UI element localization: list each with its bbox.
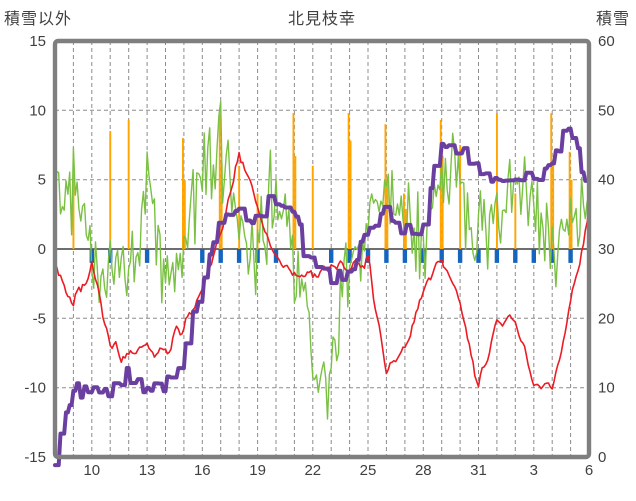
svg-text:6: 6 — [585, 462, 593, 479]
svg-text:40: 40 — [598, 172, 615, 189]
svg-text:10: 10 — [83, 462, 100, 479]
svg-text:10: 10 — [29, 102, 46, 119]
svg-text:16: 16 — [194, 462, 211, 479]
svg-text:20: 20 — [598, 310, 615, 327]
svg-text:22: 22 — [304, 462, 321, 479]
svg-text:-10: -10 — [24, 380, 46, 397]
svg-text:50: 50 — [598, 102, 615, 119]
svg-text:3: 3 — [530, 462, 538, 479]
svg-text:13: 13 — [139, 462, 156, 479]
svg-text:10: 10 — [598, 380, 615, 397]
svg-text:5: 5 — [38, 172, 46, 189]
svg-text:0: 0 — [38, 241, 46, 258]
svg-text:30: 30 — [598, 241, 615, 258]
svg-text:31: 31 — [470, 462, 487, 479]
svg-text:19: 19 — [249, 462, 266, 479]
svg-text:60: 60 — [598, 33, 615, 50]
svg-text:-5: -5 — [33, 310, 46, 327]
svg-text:15: 15 — [29, 33, 46, 50]
svg-text:0: 0 — [598, 449, 606, 466]
svg-text:-15: -15 — [24, 449, 46, 466]
svg-text:28: 28 — [415, 462, 432, 479]
svg-text:25: 25 — [360, 462, 377, 479]
